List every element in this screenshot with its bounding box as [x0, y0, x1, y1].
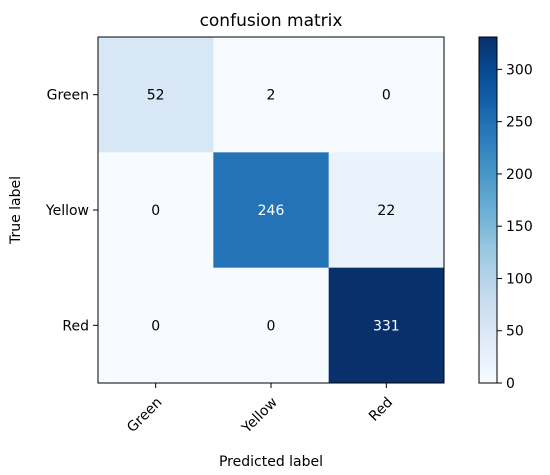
y-tick-label: Red	[62, 318, 89, 334]
heatmap-cell	[213, 267, 330, 384]
heatmap-cell	[328, 152, 445, 269]
y-axis-ticks: Green Yellow Red	[45, 88, 98, 334]
heatmap-cell	[213, 152, 330, 269]
y-axis-label: True label	[8, 176, 24, 245]
x-axis-label: Predicted label	[219, 454, 323, 470]
cell-value-label: 52	[147, 88, 165, 104]
cell-value-label: 0	[267, 318, 276, 334]
colorbar-tick-label: 200	[506, 167, 533, 183]
colorbar-tick-label: 150	[506, 219, 533, 235]
colorbar-tick-label: 300	[506, 62, 533, 78]
cell-value-label: 246	[258, 203, 285, 219]
chart-title: confusion matrix	[200, 11, 343, 31]
cell-value-label: 331	[373, 318, 400, 334]
x-tick-label: Red	[366, 395, 396, 425]
colorbar-tick-label: 50	[506, 324, 524, 340]
x-axis-ticks: Green Yellow Red	[124, 383, 396, 437]
y-tick-label: Yellow	[45, 203, 89, 219]
x-tick-label: Yellow	[238, 395, 281, 438]
heatmap-cell	[328, 37, 445, 153]
colorbar-tick-label: 250	[506, 115, 533, 131]
colorbar-tick-label: 0	[506, 376, 515, 392]
heatmap-cell	[98, 37, 214, 153]
colorbar	[478, 36, 498, 384]
colorbar-tick-label: 100	[506, 271, 533, 287]
heatmap-cell	[328, 267, 445, 384]
cell-value-label: 22	[377, 203, 395, 219]
cell-value-label: 0	[151, 318, 160, 334]
cell-value-label: 2	[267, 88, 276, 104]
heatmap-cell	[98, 267, 214, 384]
x-tick-label: Green	[124, 395, 165, 436]
colorbar-ticks: 0 50 100 150 200 250 300	[497, 62, 533, 392]
heatmap-cell	[213, 37, 330, 153]
cell-value-label: 0	[151, 203, 160, 219]
y-tick-label: Green	[47, 88, 89, 104]
heatmap-cell	[98, 152, 214, 269]
cell-value-label: 0	[382, 88, 391, 104]
heatmap-cells: 52 2 0 0 246 22 0 0 331	[98, 37, 445, 384]
